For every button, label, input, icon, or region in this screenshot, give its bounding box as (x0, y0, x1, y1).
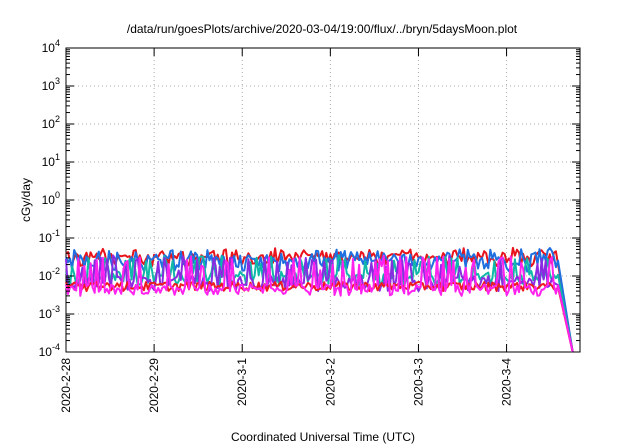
y-tick-label: 100 (42, 190, 60, 207)
grid-layer (66, 48, 580, 352)
x-tick-label: 2020-3-2 (323, 358, 337, 406)
x-tick-label: 2020-2-29 (147, 358, 161, 413)
y-tick-label: 101 (42, 152, 60, 169)
x-tick-layer: 2020-2-28 2020-2-29 2020-3-1 2020-3-2 2020-3… (59, 48, 514, 413)
series-line (65, 280, 574, 353)
y-tick-layer: 10-4 10-3 10-2 10-1 100 101 102 103 104 (39, 38, 580, 359)
y-tick-label: 10-2 (39, 266, 60, 283)
series-layer (65, 246, 574, 353)
y-tick-label: 10-4 (39, 342, 60, 359)
y-tick-label: 102 (42, 114, 60, 131)
x-tick-label: 2020-3-4 (500, 358, 514, 406)
chart-title: /data/run/goesPlots/archive/2020-03-04/1… (127, 22, 518, 36)
y-axis-label: cGy/day (19, 178, 33, 222)
y-tick-label: 10-1 (39, 228, 60, 245)
x-tick-label: 2020-3-1 (235, 358, 249, 406)
x-tick-label: 2020-3-3 (411, 358, 425, 406)
series-line (65, 247, 574, 353)
x-tick-label: 2020-2-28 (59, 358, 73, 413)
y-tick-label: 103 (42, 76, 60, 93)
y-tick-label: 104 (42, 38, 60, 55)
series-line (65, 254, 574, 353)
x-axis-label: Coordinated Universal Time (UTC) (231, 430, 415, 444)
y-tick-label: 10-3 (39, 304, 60, 321)
